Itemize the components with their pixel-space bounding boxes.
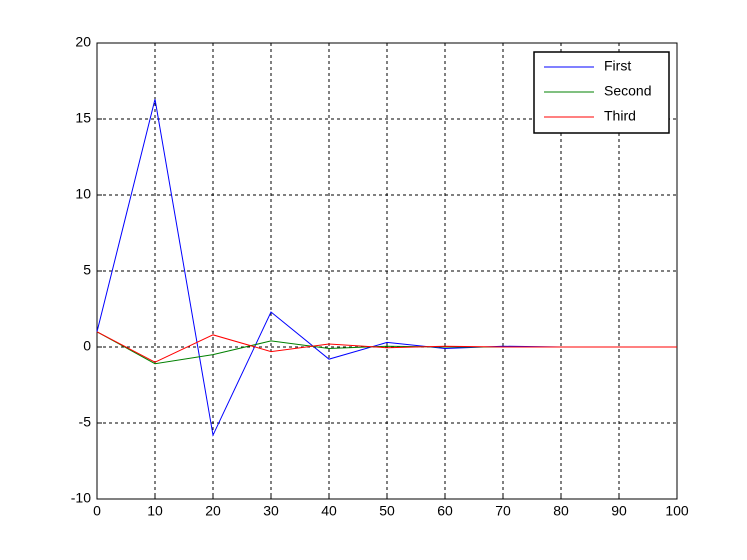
line-series xyxy=(96,331,677,363)
y-tick-label: -5 xyxy=(79,414,92,430)
x-tick-label: 0 xyxy=(93,503,101,519)
x-tick-label: 10 xyxy=(147,503,163,519)
y-tick-label: 10 xyxy=(75,186,91,202)
x-tick-label: 60 xyxy=(437,503,453,519)
y-tick-label: 15 xyxy=(75,110,91,126)
x-tick-label: 80 xyxy=(553,503,569,519)
y-tick-label: 20 xyxy=(75,34,91,50)
x-tick-label: 30 xyxy=(263,503,279,519)
x-tick-label: 40 xyxy=(321,503,337,519)
legend-label: Second xyxy=(604,83,651,99)
legend-label: First xyxy=(604,58,631,74)
x-tick-label: 70 xyxy=(495,503,511,519)
x-tick-label: 90 xyxy=(611,503,627,519)
axes-box xyxy=(96,42,678,500)
x-tick-label: 20 xyxy=(205,503,221,519)
x-tick-label: 100 xyxy=(665,503,689,519)
y-tick-label: 5 xyxy=(83,262,91,278)
y-tick-label: -10 xyxy=(71,490,91,506)
y-tick-label: 0 xyxy=(83,338,91,354)
legend-label: Third xyxy=(604,108,636,124)
x-tick-label: 50 xyxy=(379,503,395,519)
